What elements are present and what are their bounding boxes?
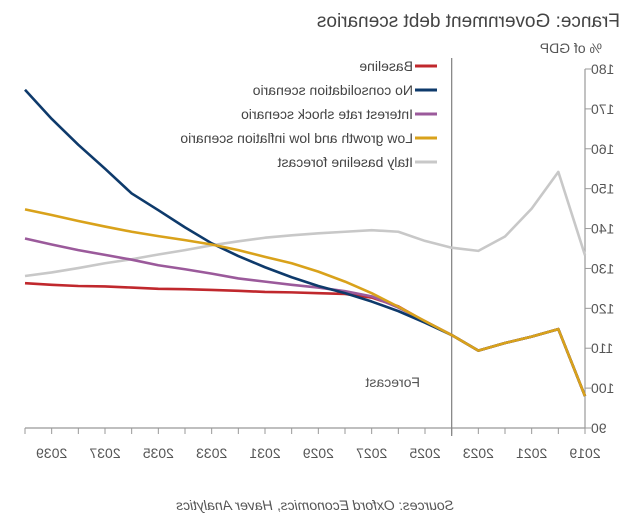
x-tick-label: 2021: [516, 445, 547, 461]
x-tick-label: 2025: [409, 445, 440, 461]
y-tick-label: 90: [591, 420, 607, 436]
y-tick-label: 130: [591, 260, 615, 276]
legend-label: Baseline: [359, 58, 413, 74]
x-tick-label: 2031: [249, 445, 280, 461]
source-note: Sources: Oxford Economics, Haver Analyti…: [176, 497, 454, 513]
x-tick-label: 2027: [356, 445, 387, 461]
y-tick-label: 150: [591, 181, 615, 197]
series-line-italy-baseline-forecast: [24, 170, 587, 278]
legend-label: Interest rate shock scenario: [241, 106, 413, 122]
y-tick-label: 140: [591, 221, 615, 237]
x-tick-label: 2019: [569, 445, 600, 461]
x-tick-label: 2033: [196, 445, 227, 461]
y-tick-label: 120: [591, 300, 615, 316]
legend-label: No consolidation scenario: [252, 82, 413, 98]
chart-title: France: Government debt scenarios: [317, 11, 620, 32]
y-tick-label: 110: [591, 340, 614, 356]
legend: Baseline No consolidation scenario Interes…: [180, 58, 437, 170]
y-tick-label: 170: [591, 101, 615, 117]
x-tick-label: 2037: [89, 445, 120, 461]
y-tick-label: 100: [591, 380, 615, 396]
x-tick-label: 2035: [143, 445, 174, 461]
forecast-annotation: Forecast: [365, 374, 420, 390]
x-tick-label: 2039: [36, 445, 67, 461]
axes: 90 100 110 120 130 140 150 160 170 180 2019 2021 202…: [24, 58, 615, 461]
legend-label: Low growth and low inflation scenario: [180, 130, 413, 146]
series-line-low-growth-and-low-inflation-scenario: [24, 208, 587, 397]
x-tick-label: 2023: [463, 445, 494, 461]
y-tick-label: 160: [591, 141, 615, 157]
x-tick-label: 2029: [303, 445, 334, 461]
y-tick-label: 180: [591, 61, 615, 77]
y-axis-label: % of GDP: [540, 40, 602, 56]
legend-label: Italy baseline forecast: [277, 154, 413, 170]
series-line-baseline: [24, 281, 587, 397]
series-lines: [24, 88, 587, 397]
